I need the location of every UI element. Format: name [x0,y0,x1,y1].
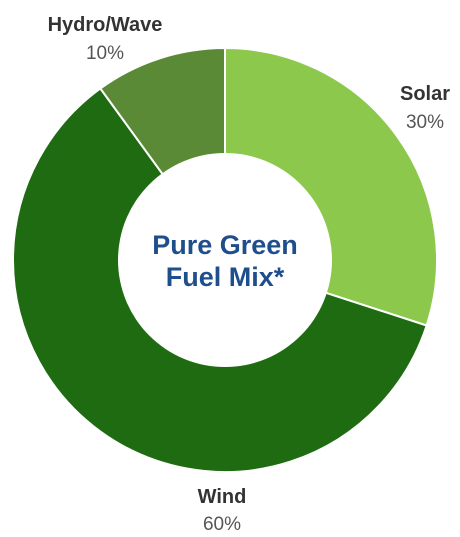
percent-label: 60% [203,514,241,535]
slice-labels: Solar 30% Wind 60% Hydro/Wave 10% [48,14,451,535]
category-label: Hydro/Wave [48,14,163,36]
category-label: Wind [198,486,247,508]
percent-label: 30% [406,112,444,133]
donut-hole [118,153,332,367]
category-label: Solar [400,83,450,105]
percent-label: 10% [86,43,124,64]
center-title-line-2: Fuel Mix* [166,262,285,292]
center-title-line-1: Pure Green [152,230,298,260]
